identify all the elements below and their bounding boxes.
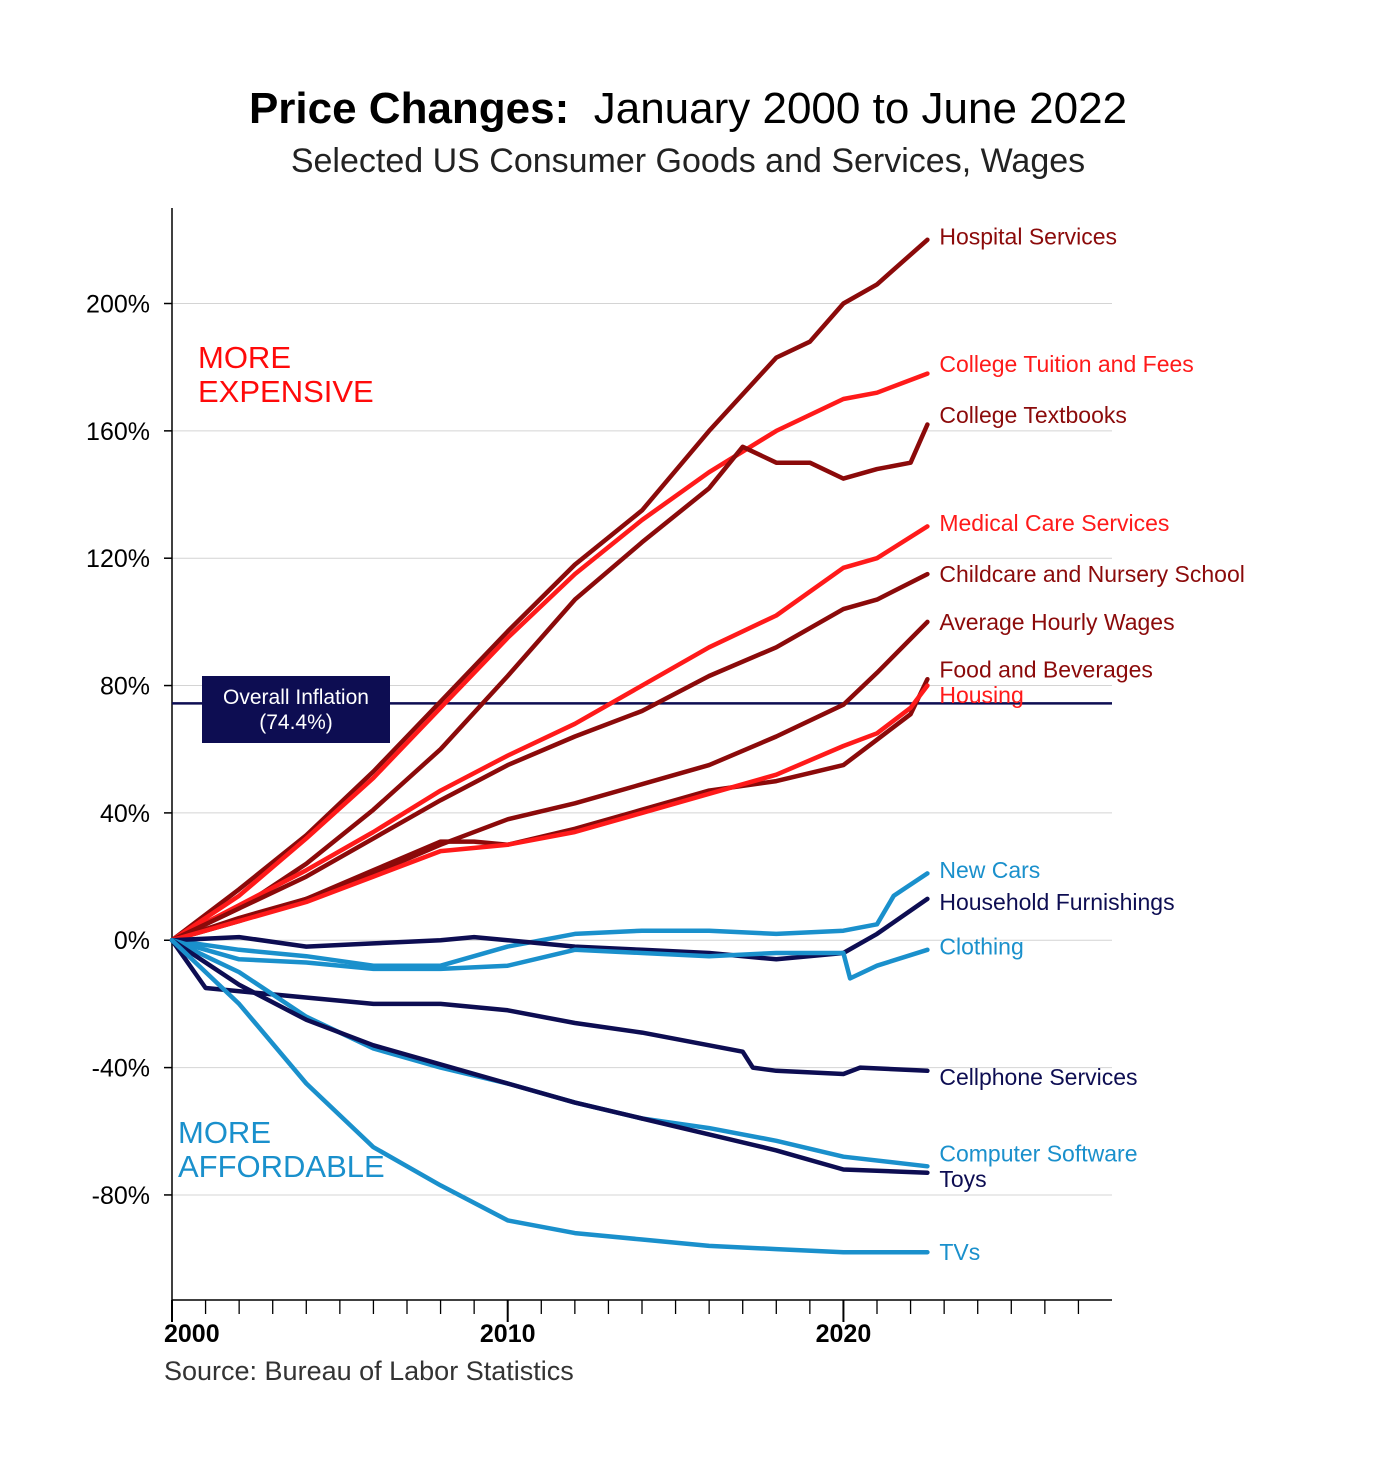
series-label: Household Furnishings	[939, 889, 1174, 915]
series-label: Housing	[939, 682, 1023, 708]
series-line	[169, 937, 930, 1169]
series-line	[169, 871, 930, 968]
series-label: Clothing	[939, 934, 1023, 960]
series-lines	[169, 237, 930, 1255]
series-line	[169, 371, 930, 943]
chart-title: Price Changes: January 2000 to June 2022	[0, 84, 1376, 134]
axes: 200% 160% 120% 80% 40% 0% -40% -80% 2000 2010 2020	[86, 208, 1112, 1348]
series-line	[169, 237, 930, 943]
y-tick-label: 120%	[86, 545, 150, 573]
series-label: TVs	[939, 1239, 980, 1265]
inflation-label-box	[202, 676, 390, 743]
series-line	[169, 524, 930, 943]
y-tick-label: 160%	[86, 418, 150, 446]
y-tick-label: 40%	[100, 800, 150, 828]
y-tick-label: -80%	[92, 1182, 150, 1210]
more-expensive-label: EXPENSIVE	[198, 374, 374, 409]
series-label: Average Hourly Wages	[939, 609, 1174, 635]
series-label: Computer Software	[939, 1141, 1137, 1167]
series-line	[169, 937, 930, 1077]
more-affordable-label: MORE	[178, 1115, 271, 1150]
y-tick-label: -40%	[92, 1055, 150, 1083]
more-expensive-label: MORE	[198, 340, 291, 375]
series-line	[169, 937, 930, 981]
series-label: New Cars	[939, 857, 1040, 883]
y-tick-label: 200%	[86, 291, 150, 319]
series-label: Toys	[939, 1166, 986, 1192]
x-tick-label: 2000	[164, 1320, 220, 1348]
series-line	[169, 937, 930, 1175]
series-label: Cellphone Services	[939, 1064, 1137, 1090]
series-label: Medical Care Services	[939, 510, 1169, 536]
inflation-value: (74.4%)	[259, 711, 333, 734]
chart-subtitle: Selected US Consumer Goods and Services,…	[290, 142, 1086, 180]
chart-title-bold: Price Changes:	[248, 84, 570, 133]
gridlines	[172, 303, 1112, 1196]
series-line	[169, 937, 930, 1255]
series-label: College Textbooks	[939, 402, 1127, 428]
series-line	[169, 683, 930, 943]
inflation-reference: Overall Inflation(74.4%)	[172, 676, 1112, 743]
series-line	[169, 422, 930, 943]
series-label: Hospital Services	[939, 224, 1117, 250]
series-line	[169, 619, 930, 943]
series-labels: Hospital Services College Tuition and Fee…	[939, 224, 1245, 1266]
series-label: College Tuition and Fees	[939, 351, 1193, 377]
chart-source: Source: Bureau of Labor Statistics	[164, 1356, 574, 1386]
x-tick-label: 2010	[480, 1320, 536, 1348]
more-affordable-label: AFFORDABLE	[178, 1149, 385, 1184]
inflation-label: Overall Inflation	[223, 686, 369, 709]
y-tick-label: 80%	[100, 673, 150, 701]
series-label: Childcare and Nursery School	[939, 561, 1245, 587]
chart-title-rest: January 2000 to June 2022	[593, 84, 1128, 133]
series-line	[169, 571, 930, 943]
x-tick-label: 2020	[816, 1320, 872, 1348]
y-tick-label: 0%	[114, 927, 150, 955]
series-label: Food and Beverages	[939, 657, 1153, 683]
series-line	[169, 676, 930, 943]
